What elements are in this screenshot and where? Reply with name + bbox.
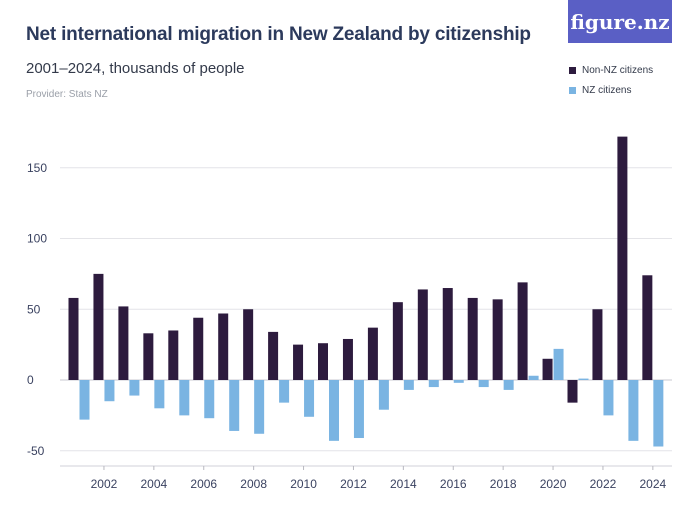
bar-nz-2021	[578, 378, 589, 380]
bar-non-nz-2019	[517, 282, 528, 380]
bar-nz-2017	[478, 380, 489, 388]
bar-nz-2002	[104, 380, 115, 402]
legend-label-nz: NZ citizens	[582, 84, 632, 96]
bar-non-nz-2023	[617, 136, 628, 380]
bar-nz-2015	[428, 380, 439, 388]
bar-nz-2022	[603, 380, 614, 416]
bar-nz-2009	[279, 380, 290, 403]
x-tick-label: 2002	[91, 477, 118, 491]
gridlines	[60, 167, 672, 452]
bar-non-nz-2009	[268, 331, 279, 380]
bar-non-nz-2017	[467, 297, 478, 380]
bar-non-nz-2005	[168, 330, 179, 380]
y-tick-label: -50	[27, 444, 45, 458]
bar-nz-2020	[553, 348, 564, 380]
bar-non-nz-2022	[592, 309, 603, 380]
bar-non-nz-2014	[392, 302, 403, 380]
bar-non-nz-2015	[417, 289, 428, 380]
bar-nz-2008	[254, 380, 265, 434]
legend-item-non-nz: Non-NZ citizens	[569, 60, 653, 80]
bar-nz-2005	[179, 380, 190, 416]
x-tick-label: 2020	[540, 477, 567, 491]
bar-nz-2006	[204, 380, 215, 419]
axes: -50 0 50 100 150 2002 2004 2006 2008 2010 2012 2014…	[27, 161, 672, 491]
x-tick-label: 2006	[190, 477, 217, 491]
bar-non-nz-2011	[318, 343, 328, 380]
bar-nz-2013	[378, 380, 389, 410]
x-tick-label: 2004	[140, 477, 167, 491]
x-tick-label: 2018	[490, 477, 517, 491]
bar-non-nz-2013	[367, 327, 378, 380]
bar-non-nz-2007	[218, 313, 229, 380]
x-tick-label: 2014	[390, 477, 417, 491]
y-tick-label: 0	[27, 373, 34, 387]
legend-label-non-nz: Non-NZ citizens	[582, 64, 654, 76]
provider-credit: Provider: Stats NZ	[26, 89, 108, 100]
bar-nz-2023	[628, 380, 639, 441]
bar-non-nz-2003	[118, 306, 129, 380]
legend-swatch-nz	[569, 86, 576, 94]
bar-nz-2004	[154, 380, 165, 409]
x-tick-label: 2008	[240, 477, 267, 491]
x-tick-label: 2010	[290, 477, 317, 491]
y-tick-label: 100	[27, 232, 47, 246]
chart-subtitle: 2001–2024, thousands of people	[26, 60, 245, 77]
bar-non-nz-2021	[567, 380, 578, 403]
x-tick-label: 2016	[440, 477, 467, 491]
bar-nz-2016	[453, 380, 464, 383]
bar-nz-2018	[503, 380, 514, 390]
bar-non-nz-2010	[293, 344, 304, 380]
bars	[68, 136, 664, 447]
bar-nz-2007	[229, 380, 240, 431]
bar-non-nz-2012	[342, 338, 353, 380]
legend-item-nz: NZ citizens	[569, 80, 653, 100]
bar-nz-2001	[79, 380, 90, 420]
chart-legend: Non-NZ citizens NZ citizens	[569, 60, 653, 100]
bar-non-nz-2016	[442, 288, 453, 380]
bar-non-nz-2024	[642, 275, 653, 380]
bar-nz-2014	[403, 380, 414, 390]
y-tick-label: 50	[27, 302, 41, 316]
bar-nz-2003	[129, 380, 140, 396]
x-tick-label: 2022	[590, 477, 617, 491]
bar-non-nz-2002	[93, 273, 104, 380]
bar-non-nz-2001	[68, 297, 79, 380]
bar-nz-2011	[329, 380, 339, 441]
legend-swatch-non-nz	[569, 66, 576, 74]
bar-nz-2012	[353, 380, 364, 439]
bar-non-nz-2018	[492, 299, 503, 380]
bar-non-nz-2008	[243, 309, 254, 380]
bar-non-nz-2006	[193, 317, 204, 380]
figure-nz-logo[interactable]: figure.nz	[568, 0, 672, 43]
bar-nz-2024	[653, 380, 664, 447]
bar-non-nz-2020	[542, 358, 553, 380]
x-tick-label: 2012	[340, 477, 367, 491]
y-tick-label: 150	[27, 161, 47, 175]
x-tick-label: 2024	[639, 477, 666, 491]
chart-title: Net international migration in New Zeala…	[26, 24, 531, 45]
bar-nz-2010	[304, 380, 315, 417]
bar-non-nz-2004	[143, 333, 154, 380]
bar-nz-2019	[528, 375, 539, 380]
